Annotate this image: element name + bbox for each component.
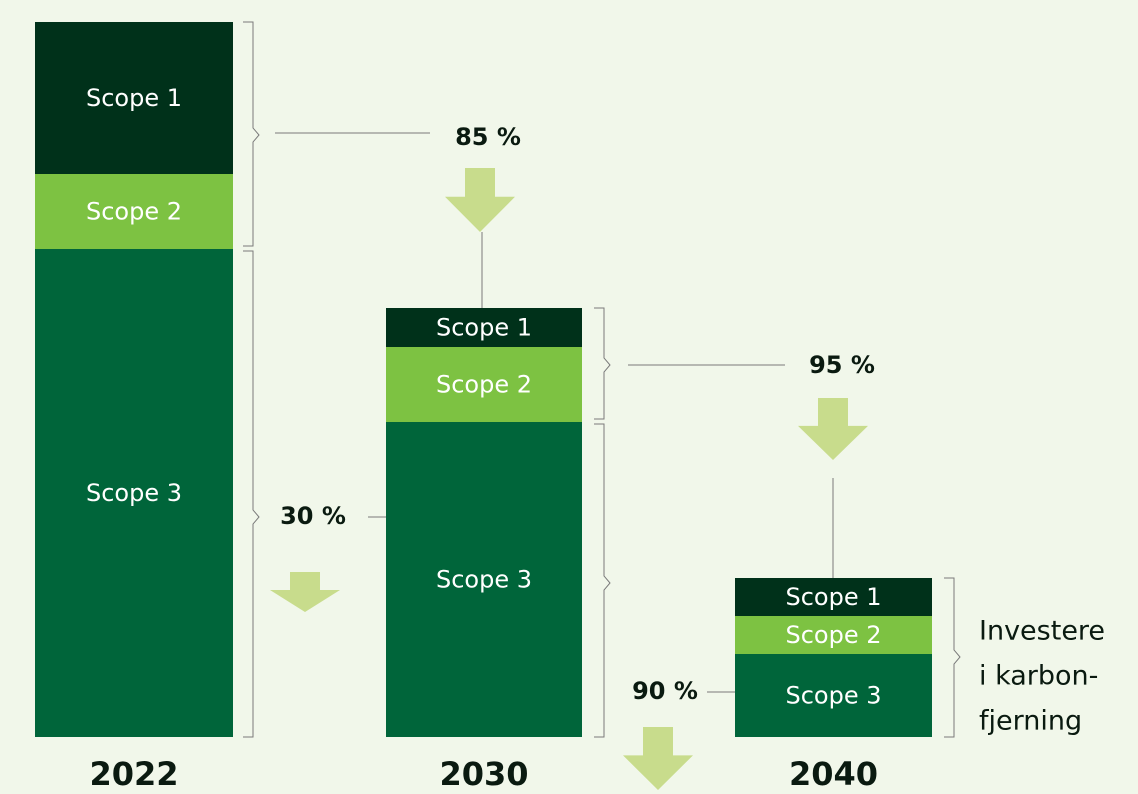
brace [243, 21, 260, 247]
brace [594, 307, 611, 420]
brace [944, 577, 961, 738]
segment-label: Scope 1 [86, 84, 182, 112]
year-label: 2040 [789, 755, 878, 793]
segment-label: Scope 2 [436, 371, 532, 399]
brace [594, 423, 611, 738]
year-label: 2030 [439, 755, 528, 793]
reduction-label: 95 % [809, 351, 875, 379]
year-label: 2022 [89, 755, 178, 793]
reduction-label: 30 % [280, 502, 346, 530]
segment [386, 422, 582, 737]
segment-label: Scope 3 [785, 682, 881, 710]
segment-label: Scope 3 [436, 566, 532, 594]
note-line: i karbon- [979, 661, 1098, 692]
brace [243, 250, 260, 738]
segment [35, 22, 233, 174]
segment [735, 578, 932, 616]
segment [386, 308, 582, 347]
segment [735, 616, 932, 654]
arrow [798, 398, 868, 460]
segment-label: Scope 1 [785, 583, 881, 611]
segment [735, 654, 932, 737]
segment [386, 347, 582, 422]
arrow [270, 572, 340, 612]
segment-label: Scope 3 [86, 479, 182, 507]
note-line: Investere [979, 616, 1105, 647]
segment [35, 174, 233, 249]
segment-label: Scope 1 [436, 314, 532, 342]
reduction-label: 90 % [632, 677, 698, 705]
segment-label: Scope 2 [86, 198, 182, 226]
arrow [623, 727, 693, 790]
segment [35, 249, 233, 737]
arrow [445, 168, 515, 232]
segment-label: Scope 2 [785, 621, 881, 649]
note-line: fjerning [979, 706, 1082, 737]
reduction-label: 85 % [455, 123, 521, 151]
